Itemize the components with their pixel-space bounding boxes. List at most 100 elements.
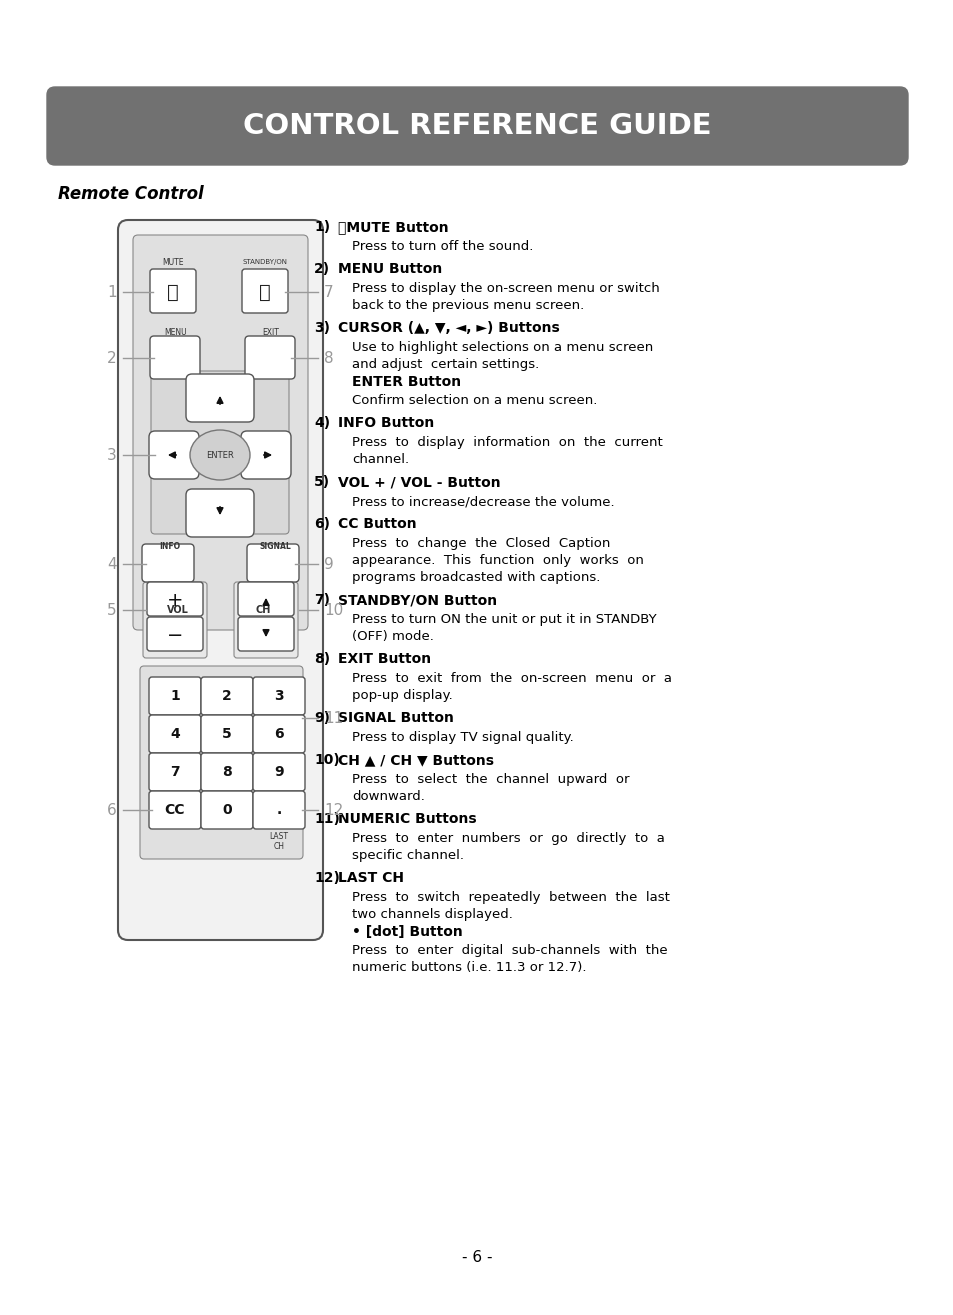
Text: MENU: MENU bbox=[165, 327, 187, 337]
FancyBboxPatch shape bbox=[201, 715, 253, 753]
Text: ␄MUTE Button: ␄MUTE Button bbox=[337, 220, 448, 234]
FancyBboxPatch shape bbox=[140, 665, 303, 859]
FancyBboxPatch shape bbox=[186, 373, 253, 422]
Text: 6): 6) bbox=[314, 517, 330, 531]
Text: downward.: downward. bbox=[352, 790, 424, 803]
Text: 6: 6 bbox=[107, 802, 117, 818]
Text: EXIT: EXIT bbox=[262, 327, 279, 337]
Text: MENU Button: MENU Button bbox=[337, 262, 442, 276]
Text: INFO Button: INFO Button bbox=[337, 416, 434, 430]
FancyBboxPatch shape bbox=[151, 371, 289, 534]
Text: Press to increase/decrease the volume.: Press to increase/decrease the volume. bbox=[352, 494, 614, 508]
Text: 0: 0 bbox=[222, 803, 232, 817]
Text: NUMERIC Buttons: NUMERIC Buttons bbox=[337, 811, 476, 826]
FancyBboxPatch shape bbox=[147, 617, 203, 651]
Text: INFO: INFO bbox=[159, 542, 180, 551]
FancyBboxPatch shape bbox=[149, 677, 201, 715]
Text: 5: 5 bbox=[222, 727, 232, 740]
Text: back to the previous menu screen.: back to the previous menu screen. bbox=[352, 299, 583, 312]
Text: CH ▲ / CH ▼ Buttons: CH ▲ / CH ▼ Buttons bbox=[337, 753, 494, 767]
Text: ENTER Button: ENTER Button bbox=[352, 375, 460, 389]
Text: VOL: VOL bbox=[167, 605, 189, 615]
Text: 11: 11 bbox=[324, 710, 343, 726]
Text: - 6 -: - 6 - bbox=[461, 1251, 492, 1265]
Text: Press  to  enter  digital  sub-channels  with  the: Press to enter digital sub-channels with… bbox=[352, 944, 667, 957]
Text: 3: 3 bbox=[274, 689, 283, 704]
Text: 5: 5 bbox=[108, 602, 117, 618]
Text: 4: 4 bbox=[108, 556, 117, 572]
Text: 8: 8 bbox=[324, 351, 334, 366]
FancyBboxPatch shape bbox=[118, 220, 323, 940]
Text: STANDBY/ON: STANDBY/ON bbox=[242, 259, 287, 266]
Text: Press to turn ON the unit or put it in STANDBY: Press to turn ON the unit or put it in S… bbox=[352, 613, 656, 626]
Ellipse shape bbox=[190, 430, 250, 480]
Text: VOL + / VOL - Button: VOL + / VOL - Button bbox=[337, 475, 500, 489]
Text: Press  to  enter  numbers  or  go  directly  to  a: Press to enter numbers or go directly to… bbox=[352, 832, 664, 846]
Text: 1: 1 bbox=[108, 284, 117, 300]
Text: CURSOR (▲, ▼, ◄, ►) Buttons: CURSOR (▲, ▼, ◄, ►) Buttons bbox=[337, 321, 559, 335]
Text: 3): 3) bbox=[314, 321, 330, 335]
Text: .: . bbox=[276, 803, 281, 817]
FancyBboxPatch shape bbox=[150, 270, 195, 313]
Text: pop-up display.: pop-up display. bbox=[352, 689, 453, 702]
FancyBboxPatch shape bbox=[233, 583, 297, 658]
Text: ␄: ␄ bbox=[167, 283, 178, 301]
Text: 7: 7 bbox=[324, 284, 334, 300]
Text: LAST CH: LAST CH bbox=[337, 871, 403, 885]
FancyBboxPatch shape bbox=[237, 583, 294, 615]
FancyBboxPatch shape bbox=[245, 337, 294, 379]
Text: 9: 9 bbox=[324, 556, 334, 572]
FancyBboxPatch shape bbox=[253, 677, 305, 715]
Text: 4): 4) bbox=[314, 416, 330, 430]
Text: CH: CH bbox=[255, 605, 271, 615]
Text: 8: 8 bbox=[222, 765, 232, 778]
Text: 2: 2 bbox=[108, 351, 117, 366]
Text: Remote Control: Remote Control bbox=[58, 185, 204, 203]
FancyBboxPatch shape bbox=[150, 337, 200, 379]
Text: −: − bbox=[167, 626, 183, 644]
FancyBboxPatch shape bbox=[253, 792, 305, 828]
Text: Confirm selection on a menu screen.: Confirm selection on a menu screen. bbox=[352, 394, 597, 408]
FancyBboxPatch shape bbox=[241, 431, 291, 479]
Text: +: + bbox=[167, 590, 183, 609]
FancyBboxPatch shape bbox=[201, 753, 253, 792]
Text: EXIT Button: EXIT Button bbox=[337, 652, 431, 665]
Text: SIGNAL Button: SIGNAL Button bbox=[337, 711, 454, 725]
Text: CC Button: CC Button bbox=[337, 517, 416, 531]
Text: 5): 5) bbox=[314, 475, 330, 489]
Text: ENTER: ENTER bbox=[206, 451, 233, 459]
FancyBboxPatch shape bbox=[143, 583, 207, 658]
Text: 10: 10 bbox=[324, 602, 343, 618]
Text: • [dot] Button: • [dot] Button bbox=[352, 924, 462, 939]
FancyBboxPatch shape bbox=[142, 544, 193, 583]
FancyBboxPatch shape bbox=[237, 617, 294, 651]
Text: Press to display the on-screen menu or switch: Press to display the on-screen menu or s… bbox=[352, 281, 659, 295]
Text: 3: 3 bbox=[107, 447, 117, 463]
Text: 6: 6 bbox=[274, 727, 283, 740]
FancyBboxPatch shape bbox=[149, 431, 199, 479]
FancyBboxPatch shape bbox=[253, 715, 305, 753]
FancyBboxPatch shape bbox=[149, 715, 201, 753]
FancyBboxPatch shape bbox=[186, 489, 253, 537]
FancyBboxPatch shape bbox=[242, 270, 288, 313]
Text: Press to display TV signal quality.: Press to display TV signal quality. bbox=[352, 731, 573, 744]
Text: 7: 7 bbox=[170, 765, 179, 778]
Text: 12: 12 bbox=[324, 802, 343, 818]
Text: Press  to  switch  repeatedly  between  the  last: Press to switch repeatedly between the l… bbox=[352, 892, 669, 903]
Text: Press  to  change  the  Closed  Caption: Press to change the Closed Caption bbox=[352, 537, 610, 550]
Text: channel.: channel. bbox=[352, 452, 409, 466]
FancyBboxPatch shape bbox=[147, 583, 203, 615]
Text: 10): 10) bbox=[314, 753, 339, 767]
FancyBboxPatch shape bbox=[47, 87, 907, 164]
Text: and adjust  certain settings.: and adjust certain settings. bbox=[352, 358, 538, 371]
FancyBboxPatch shape bbox=[247, 544, 298, 583]
Text: 1): 1) bbox=[314, 220, 330, 234]
Text: 11): 11) bbox=[314, 811, 339, 826]
Text: numeric buttons (i.e. 11.3 or 12.7).: numeric buttons (i.e. 11.3 or 12.7). bbox=[352, 961, 586, 974]
Text: MUTE: MUTE bbox=[162, 258, 184, 267]
Text: Press  to  exit  from  the  on-screen  menu  or  a: Press to exit from the on-screen menu or… bbox=[352, 672, 671, 685]
Text: CC: CC bbox=[165, 803, 185, 817]
Text: 2: 2 bbox=[222, 689, 232, 704]
Text: SIGNAL: SIGNAL bbox=[259, 542, 291, 551]
Text: 12): 12) bbox=[314, 871, 339, 885]
